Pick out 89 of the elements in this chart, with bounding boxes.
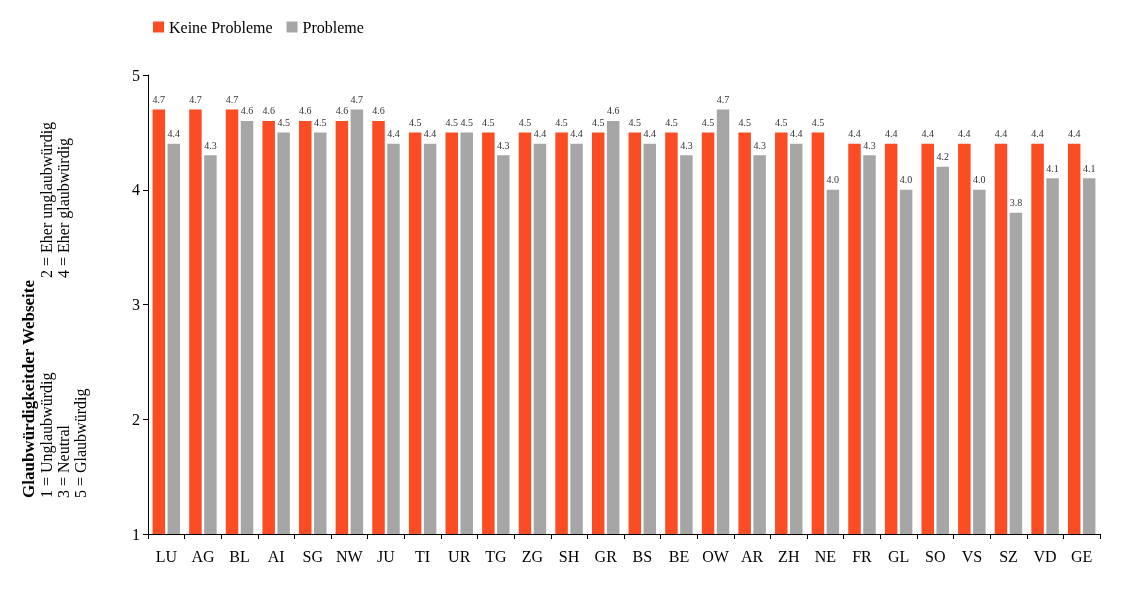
x-tick-label: AI — [267, 547, 285, 565]
x-tick-label: SH — [558, 547, 580, 565]
x-tick-label: SO — [925, 547, 946, 565]
x-tick-label: VD — [1033, 547, 1057, 565]
y-tick-label: 4 — [132, 181, 140, 199]
data-label: 4.5 — [701, 116, 715, 128]
text: Glaubwürdigkeitder Webseite — [18, 279, 38, 498]
data-label: 4.5 — [738, 116, 751, 128]
x-tick-label: JU — [377, 547, 396, 565]
data-label: 4.5 — [628, 116, 642, 128]
data-label: 4.4 — [884, 128, 898, 140]
x-tick-label: TI — [415, 547, 431, 565]
data-label: 4.7 — [225, 93, 239, 105]
y-tick-label: 5 — [132, 66, 140, 84]
x-tick-label: AR — [741, 547, 764, 565]
data-label: 4.5 — [482, 116, 495, 128]
data-label: 4.4 — [1031, 128, 1044, 140]
x-tick-label: NW — [336, 547, 364, 565]
x-tick-label: ZH — [778, 547, 800, 565]
text: 5 = Glaubwürdig — [71, 388, 90, 498]
data-label: 4.4 — [423, 128, 437, 140]
x-tick-label: LU — [155, 547, 178, 565]
x-tick-label: OW — [702, 547, 730, 565]
data-label: 4.3 — [753, 139, 766, 151]
data-label: 4.7 — [189, 93, 202, 105]
data-label: 4.5 — [811, 116, 825, 128]
data-label: 4.5 — [591, 116, 605, 128]
data-label: 4.4 — [387, 128, 400, 140]
data-label: 4.0 — [899, 174, 913, 186]
data-label: 4.0 — [973, 174, 986, 186]
data-label: 4.3 — [863, 139, 876, 151]
data-label: 4.0 — [826, 174, 840, 186]
data-label: 4.4 — [921, 128, 934, 140]
data-label: 4.6 — [606, 105, 620, 117]
legend-label: Keine Probleme — [169, 18, 273, 36]
data-label: 4.3 — [497, 139, 510, 151]
data-label: 4.4 — [958, 128, 971, 140]
data-label: 4.6 — [240, 105, 254, 117]
x-tick-label: BS — [632, 547, 653, 565]
x-tick-label: BE — [668, 547, 690, 565]
x-tick-label: GE — [1071, 547, 1093, 565]
x-tick-label: SG — [302, 547, 324, 565]
x-tick-label: VS — [961, 547, 983, 565]
data-label: 4.6 — [299, 105, 312, 117]
y-tick-label: 2 — [132, 410, 140, 428]
data-label: 4.5 — [314, 116, 327, 128]
x-tick-label: GR — [594, 547, 618, 565]
data-label: 4.2 — [936, 151, 949, 163]
data-label: 4.5 — [445, 116, 458, 128]
y-tick-label: 3 — [132, 296, 140, 313]
data-label: 4.3 — [204, 139, 217, 151]
data-label: 4.4 — [994, 128, 1008, 140]
data-label: 4.5 — [408, 116, 422, 128]
data-label: 4.1 — [1046, 162, 1059, 174]
data-label: 4.7 — [350, 93, 364, 105]
data-label: 4.5 — [665, 116, 678, 128]
data-label: 4.1 — [1082, 162, 1096, 174]
x-tick-label: NE — [814, 547, 837, 565]
x-tick-label: ZG — [521, 547, 544, 565]
x-tick-label: BL — [229, 547, 250, 565]
data-label: 3.8 — [1009, 197, 1023, 209]
x-tick-label: UR — [448, 547, 471, 565]
data-label: 4.4 — [643, 128, 657, 140]
data-label: 4.4 — [167, 128, 181, 140]
data-label: 4.4 — [570, 128, 583, 140]
data-label: 4.7 — [152, 93, 166, 105]
data-label: 4.5 — [277, 116, 290, 128]
data-label: 4.6 — [262, 105, 275, 117]
data-label: 4.6 — [372, 105, 385, 117]
text: 1 = Unglaubwürdig — [37, 372, 56, 498]
data-label: 4.6 — [335, 105, 349, 117]
x-tick-label: SZ — [999, 547, 1018, 565]
text: 2 = Eher unglaubwürdig — [37, 121, 56, 278]
data-label: 4.4 — [1067, 128, 1081, 140]
data-label: 4.5 — [460, 116, 473, 128]
data-label: 4.5 — [518, 116, 532, 128]
legend-label: Probleme — [302, 18, 364, 36]
y-tick-label: 1 — [132, 525, 140, 543]
data-label: 4.5 — [775, 116, 788, 128]
data-label: 4.4 — [848, 128, 861, 140]
x-tick-label: AG — [191, 547, 215, 565]
data-label: 4.4 — [533, 128, 547, 140]
data-label: 4.3 — [680, 139, 693, 151]
x-tick-label: FR — [852, 547, 873, 565]
data-label: 4.7 — [716, 93, 730, 105]
x-tick-label: TG — [485, 547, 507, 565]
x-tick-label: GL — [887, 547, 910, 565]
data-label: 4.5 — [555, 116, 568, 128]
data-label: 4.4 — [790, 128, 803, 140]
